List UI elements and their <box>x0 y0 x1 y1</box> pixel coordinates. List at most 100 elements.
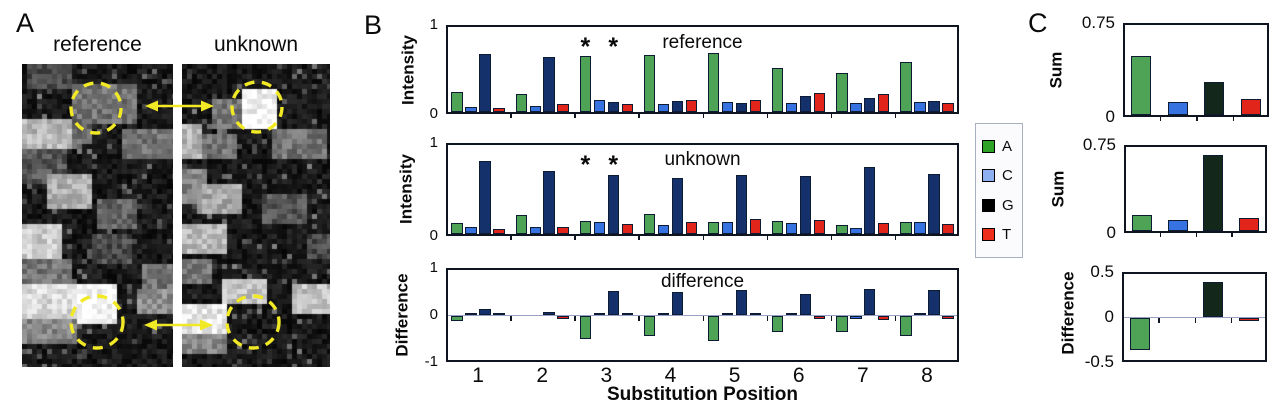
zero-line-b-difference <box>448 315 957 317</box>
bar-c-sum-unknown-A-A <box>1131 214 1152 231</box>
microarray-image-unknown <box>182 64 330 367</box>
legend-label-t: T <box>1002 226 1012 244</box>
bar-b-unknown-C-7 <box>850 228 862 234</box>
bar-b-difference-C-6 <box>786 312 798 315</box>
x-tick <box>830 316 833 322</box>
bar-b-difference-C-4 <box>657 312 670 315</box>
chart-title-difference: difference <box>660 271 745 292</box>
x-tick <box>574 235 576 240</box>
bar-b-unknown-A-6 <box>772 220 784 234</box>
legend: A C G T <box>975 123 1023 258</box>
bar-b-difference-T-5 <box>749 312 762 315</box>
legend-swatch-t-icon <box>982 228 995 242</box>
legend-item-a: A <box>982 139 1022 154</box>
bar-b-unknown-G-7 <box>864 167 876 234</box>
bar-b-unknown-G-3 <box>607 175 619 234</box>
bar-b-unknown-T-2 <box>557 227 569 234</box>
bar-b-difference-A-5 <box>707 316 720 341</box>
bar-b-unknown-C-2 <box>529 227 541 234</box>
y-tick-label: 0 <box>1104 307 1114 326</box>
asterisk-annotation: * <box>608 151 619 179</box>
bar-b-difference-G-8 <box>928 290 940 315</box>
chart-plot-c-difference <box>1122 272 1267 362</box>
x-tick <box>894 235 897 240</box>
bar-b-unknown-A-8 <box>900 221 912 234</box>
bar-b-difference-T-7 <box>878 316 890 320</box>
bar-b-difference-T-8 <box>942 316 954 319</box>
bar-c-sum-reference-C-C <box>1167 102 1188 115</box>
reference-image-title: reference <box>53 33 142 56</box>
bar-b-reference-G-6 <box>799 95 812 112</box>
x-tick <box>766 316 769 322</box>
bar-b-difference-G-7 <box>864 288 876 315</box>
bar-b-reference-T-6 <box>813 93 826 112</box>
bar-b-reference-A-8 <box>900 62 912 112</box>
bar-b-difference-G-1 <box>479 308 491 315</box>
legend-item-g: G <box>982 198 1022 213</box>
bar-b-unknown-G-8 <box>928 173 940 234</box>
bar-c-difference-T-T <box>1238 318 1259 321</box>
bar-c-sum-unknown-C-C <box>1167 220 1188 231</box>
bar-c-sum-reference-T-T <box>1240 98 1261 115</box>
bar-b-unknown-G-4 <box>671 178 684 234</box>
bar-b-unknown-A-2 <box>515 215 527 234</box>
x-tick <box>574 316 576 322</box>
bar-b-unknown-G-5 <box>735 175 748 234</box>
x-tick <box>1232 116 1235 121</box>
x-tick <box>1158 318 1160 324</box>
y-axis-label-sum-unknown: Sum <box>1048 170 1068 208</box>
y-tick-label: 0 <box>1106 223 1116 242</box>
legend-label-c: C <box>1002 167 1013 185</box>
bar-b-unknown-C-6 <box>786 222 798 234</box>
x-tick <box>894 113 897 118</box>
bar-b-reference-G-2 <box>543 56 555 112</box>
bar-b-reference-G-8 <box>928 101 940 112</box>
y-tick-label: 0.75 <box>1082 135 1116 154</box>
bar-b-difference-A-6 <box>772 316 784 333</box>
bar-b-unknown-T-3 <box>621 223 633 234</box>
bar-b-difference-A-7 <box>836 316 848 332</box>
x-tick <box>510 316 512 322</box>
bar-b-unknown-T-1 <box>493 229 505 234</box>
bar-b-difference-A-8 <box>900 316 912 337</box>
x-tick <box>1196 116 1198 121</box>
bar-b-unknown-A-5 <box>707 221 720 234</box>
bar-b-difference-A-3 <box>579 316 592 340</box>
bar-b-unknown-C-5 <box>721 221 734 234</box>
y-axis-label-intensity-reference: Intensity <box>398 35 418 105</box>
y-tick-label: -1 <box>424 353 438 370</box>
y-tick-label: 0 <box>429 105 438 122</box>
x-category-label: 4 <box>664 364 677 387</box>
x-tick <box>1231 232 1233 237</box>
microarray-image-reference <box>22 64 173 367</box>
x-tick <box>1194 318 1197 324</box>
asterisk-annotation: * <box>580 151 591 179</box>
legend-item-t: T <box>982 227 1022 242</box>
bar-b-unknown-T-7 <box>878 222 890 234</box>
bar-b-difference-G-2 <box>543 312 555 315</box>
bar-b-unknown-A-7 <box>836 224 848 234</box>
y-axis-label-sum-reference: Sum <box>1046 51 1066 89</box>
bar-b-difference-C-8 <box>914 312 926 315</box>
x-tick <box>574 113 576 118</box>
bar-b-reference-A-6 <box>772 68 784 112</box>
bar-b-unknown-T-5 <box>749 219 762 234</box>
bar-b-reference-A-1 <box>451 92 463 112</box>
x-category-label: 5 <box>728 364 741 387</box>
y-axis-label-intensity-unknown: Intensity <box>396 154 416 224</box>
bar-c-sum-unknown-G-G <box>1203 154 1224 231</box>
bar-b-reference-C-7 <box>850 103 862 112</box>
bar-c-sum-unknown-T-T <box>1239 218 1260 231</box>
bar-c-difference-G-G <box>1202 281 1223 317</box>
bar-b-difference-C-1 <box>465 312 477 315</box>
bar-b-reference-T-4 <box>685 100 697 112</box>
bar-b-difference-T-6 <box>813 316 826 319</box>
bar-b-unknown-G-6 <box>799 176 812 234</box>
bar-b-difference-C-5 <box>721 312 734 315</box>
bar-b-difference-A-4 <box>643 316 656 336</box>
bar-b-difference-T-3 <box>621 312 633 315</box>
x-tick <box>510 113 512 118</box>
bar-c-difference-A-A <box>1130 318 1151 350</box>
y-tick-label: -0.5 <box>1084 352 1114 371</box>
